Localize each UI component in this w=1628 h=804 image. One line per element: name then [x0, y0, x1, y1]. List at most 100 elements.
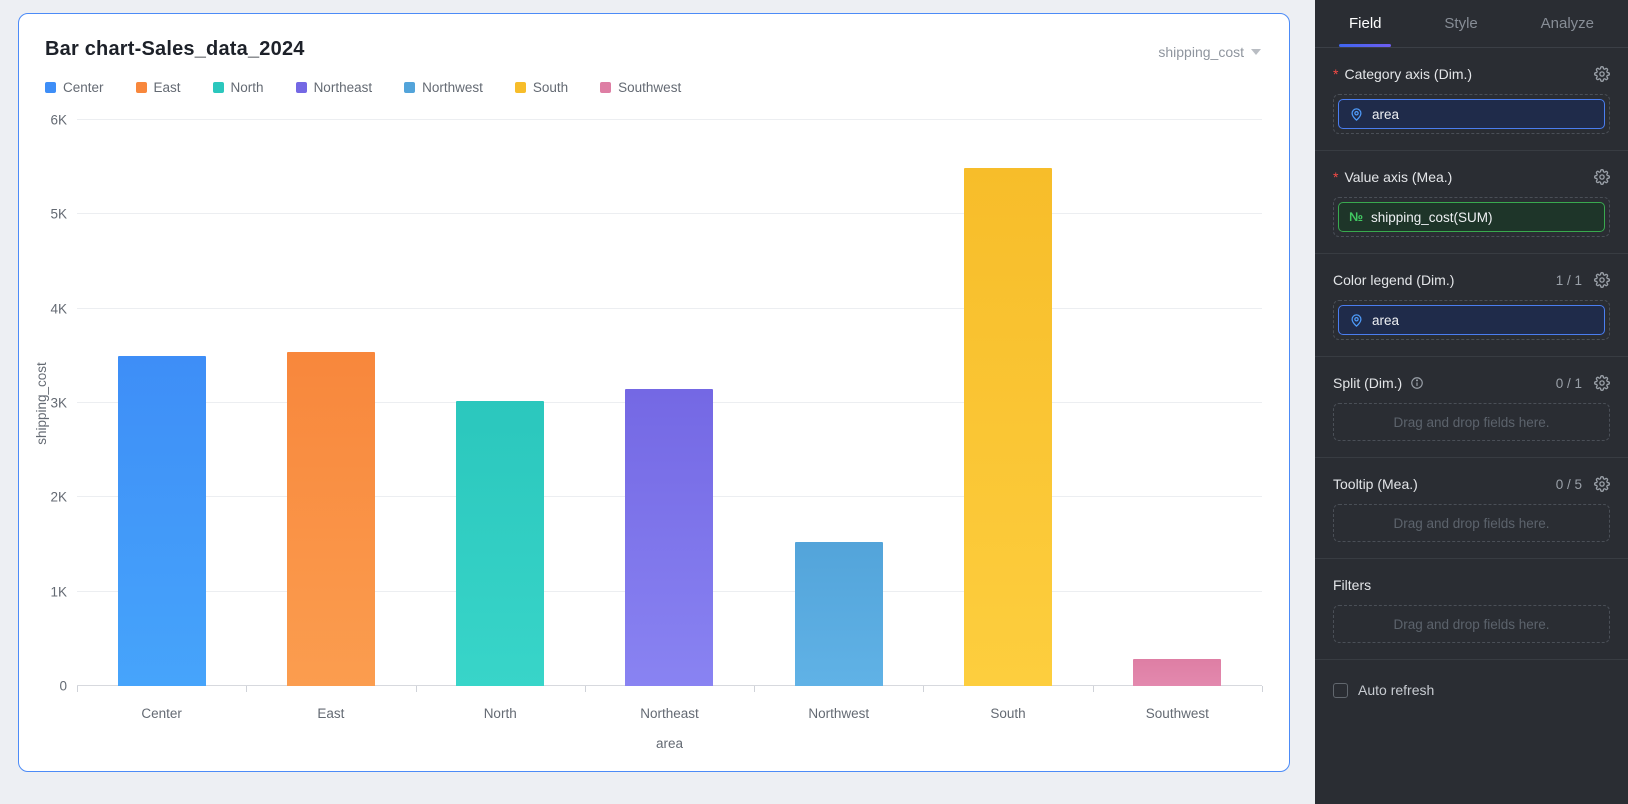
legend-item-center[interactable]: Center — [45, 80, 104, 95]
required-asterisk: * — [1333, 169, 1339, 185]
split-dropzone[interactable]: Drag and drop fields here. — [1333, 403, 1610, 441]
bar-slot-center — [77, 120, 246, 686]
field-count: 1 / 1 — [1555, 272, 1582, 288]
legend-label: East — [153, 80, 181, 95]
auto-refresh-label: Auto refresh — [1358, 682, 1435, 698]
legend-item-southwest[interactable]: Southwest — [600, 80, 681, 95]
value-axis-dropzone[interactable]: № shipping_cost(SUM) — [1333, 197, 1610, 237]
legend-swatch-icon — [404, 82, 416, 93]
x-axis-tick — [584, 686, 586, 692]
bar-slot-east — [246, 120, 415, 686]
gear-icon[interactable] — [1594, 375, 1610, 391]
legend-item-northeast[interactable]: Northeast — [295, 80, 373, 95]
field-count: 0 / 5 — [1555, 476, 1582, 492]
x-axis-tick — [1092, 686, 1094, 692]
x-tick-label-center: Center — [141, 706, 182, 721]
bar-north[interactable] — [456, 401, 545, 686]
section-title: Split (Dim.) — [1333, 375, 1403, 391]
filters-dropzone[interactable]: Drag and drop fields here. — [1333, 605, 1610, 643]
category-axis-dropzone[interactable]: area — [1333, 94, 1610, 134]
section-filters: Filters Drag and drop fields here. — [1315, 559, 1628, 660]
tab-field[interactable]: Field — [1349, 0, 1382, 47]
legend-swatch-icon — [135, 82, 147, 93]
auto-refresh-checkbox[interactable] — [1333, 682, 1348, 698]
y-axis-title: shipping_cost — [33, 361, 49, 445]
section-title: Category axis (Dim.) — [1344, 66, 1473, 82]
bar-slot-northeast — [585, 120, 754, 686]
legend-swatch-icon — [212, 82, 224, 93]
field-chip-area[interactable]: area — [1338, 99, 1605, 129]
legend-label: South — [532, 80, 569, 95]
tab-style[interactable]: Style — [1444, 15, 1478, 32]
legend-swatch-icon — [45, 82, 56, 93]
gridline — [77, 213, 1262, 215]
section-title: Filters — [1333, 577, 1372, 593]
field-chip-area[interactable]: area — [1338, 305, 1605, 335]
x-axis-labels: Center East North Northeast Northwest South So… — [77, 706, 1262, 721]
gridline — [77, 119, 1262, 120]
gear-icon[interactable] — [1594, 272, 1610, 288]
location-pin-icon — [1351, 107, 1362, 121]
legend-label: Southwest — [618, 80, 682, 95]
bar-slot-south — [923, 120, 1092, 686]
y-tick-label: 3K — [50, 395, 67, 411]
chevron-down-icon — [1251, 49, 1261, 55]
x-axis-tick — [246, 686, 248, 692]
bar-northwest[interactable] — [794, 541, 883, 686]
legend-item-northwest[interactable]: Northwest — [404, 80, 483, 95]
y-tick-label: 2K — [50, 489, 67, 505]
config-sidebar: Field Style Analyze * Category axis (Dim.)… — [1315, 0, 1628, 804]
legend-item-south[interactable]: South — [514, 80, 569, 95]
bar-center[interactable] — [117, 355, 206, 686]
chart-card[interactable]: Bar chart-Sales_data_2024 shipping_cost … — [18, 13, 1290, 772]
gear-icon[interactable] — [1594, 169, 1610, 185]
y-tick-label: 4K — [50, 301, 67, 317]
sidebar-tabbar: Field Style Analyze — [1315, 0, 1628, 48]
required-asterisk: * — [1333, 66, 1339, 82]
chart-title: Bar chart-Sales_data_2024 — [45, 38, 305, 60]
tooltip-dropzone[interactable]: Drag and drop fields here. — [1333, 504, 1610, 542]
color-legend-dropzone[interactable]: area — [1333, 300, 1610, 340]
field-chip-shipping-cost[interactable]: № shipping_cost(SUM) — [1338, 202, 1605, 232]
field-chip-label: area — [1372, 106, 1400, 122]
bar-south[interactable] — [964, 168, 1053, 686]
bar-east[interactable] — [286, 352, 375, 686]
field-chip-label: area — [1372, 312, 1400, 328]
section-value-axis: * Value axis (Mea.) № shipping_cost(SUM) — [1315, 151, 1628, 254]
y-tick-label: 6K — [50, 112, 67, 128]
field-chip-label: shipping_cost(SUM) — [1370, 209, 1493, 225]
section-title: Color legend (Dim.) — [1333, 272, 1455, 288]
x-axis-title: area — [655, 736, 684, 751]
section-category-axis: * Category axis (Dim.) area — [1315, 48, 1628, 151]
measure-dropdown[interactable]: shipping_cost — [1158, 44, 1261, 60]
x-tick-label-east: East — [317, 706, 345, 721]
x-axis-tick — [1262, 686, 1263, 692]
info-icon — [1411, 377, 1424, 389]
section-color-legend: Color legend (Dim.) 1 / 1 area — [1315, 254, 1628, 357]
bar-northeast[interactable] — [625, 388, 714, 686]
legend-label: Center — [63, 80, 104, 95]
section-tooltip: Tooltip (Mea.) 0 / 5 Drag and drop field… — [1315, 458, 1628, 559]
x-tick-label-southwest: Southwest — [1145, 706, 1209, 721]
x-axis-tick — [77, 686, 78, 692]
legend-label: North — [230, 80, 264, 95]
chart-legend: Center East North Northeast Northwest South So… — [45, 80, 681, 95]
auto-refresh-row: Auto refresh — [1315, 660, 1628, 720]
tab-analyze[interactable]: Analyze — [1540, 15, 1594, 32]
legend-swatch-icon — [295, 82, 307, 93]
legend-item-east[interactable]: East — [135, 80, 181, 95]
legend-item-north[interactable]: North — [212, 80, 264, 95]
legend-swatch-icon — [600, 82, 612, 93]
gear-icon[interactable] — [1594, 476, 1610, 492]
y-tick-label: 5K — [50, 206, 67, 222]
plot-area: 0 1K 2K 3K 4K 5K 6K — [50, 113, 1263, 694]
x-axis-tick — [754, 686, 756, 692]
x-tick-label-northwest: Northwest — [808, 706, 870, 721]
legend-label: Northeast — [313, 80, 373, 95]
x-axis-tick — [415, 686, 417, 692]
gear-icon[interactable] — [1594, 66, 1610, 82]
measure-dropdown-label: shipping_cost — [1158, 44, 1244, 60]
x-tick-label-south: South — [990, 706, 1026, 721]
bar-southwest[interactable] — [1133, 658, 1222, 686]
number-field-icon: № — [1349, 210, 1363, 224]
